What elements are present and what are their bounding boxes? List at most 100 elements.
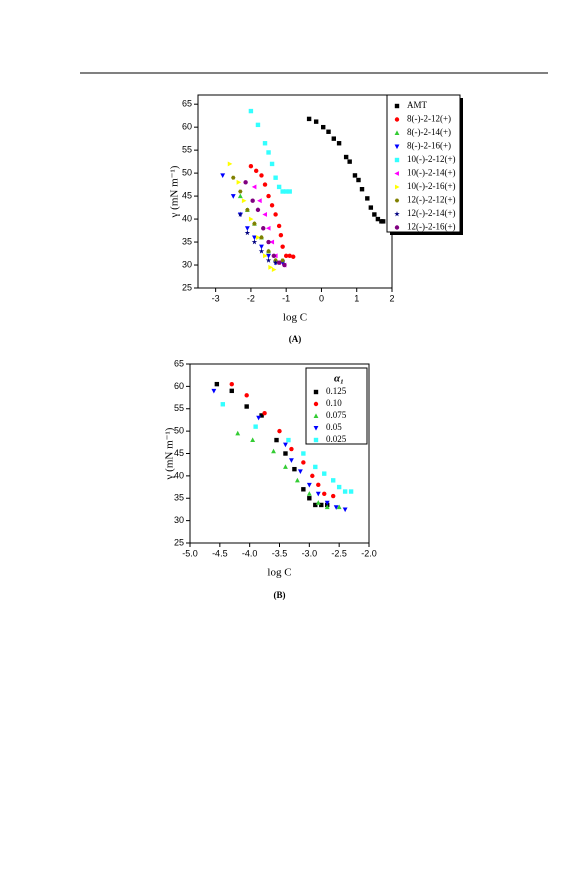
- legend-label: 0.10: [326, 398, 342, 408]
- data-point: [324, 500, 330, 506]
- data-point: [365, 196, 370, 201]
- data-point: [280, 189, 285, 194]
- data-point: [245, 207, 250, 212]
- data-point: [265, 225, 271, 231]
- data-point: [331, 493, 336, 499]
- data-point: [251, 184, 257, 190]
- data-point: [342, 507, 348, 513]
- data-point: [331, 136, 336, 141]
- data-point: [271, 267, 277, 273]
- y-tick-label: 35: [182, 236, 192, 246]
- y-tick-label: 45: [174, 448, 184, 458]
- legend-label: 10(-)-2-14(+): [407, 168, 456, 178]
- data-point: [250, 437, 256, 443]
- data-point: [294, 477, 300, 483]
- data-point: [277, 428, 282, 434]
- x-tick-label: -3.5: [272, 548, 288, 558]
- y-tick-label: 25: [174, 537, 184, 547]
- data-point: [271, 448, 276, 454]
- data-point: [283, 253, 289, 259]
- data-point: [230, 194, 236, 199]
- y-tick-label: 50: [174, 426, 184, 436]
- data-point: [236, 179, 242, 185]
- x-tick-label: -2.0: [361, 548, 377, 558]
- data-point: [315, 491, 321, 497]
- x-tick-label: 1: [354, 293, 359, 303]
- figure-caption: (B): [274, 590, 286, 600]
- data-point: [244, 226, 250, 231]
- data-point: [271, 253, 277, 259]
- legend-marker: [313, 413, 319, 418]
- legend-title: α₁: [334, 373, 344, 385]
- data-point: [368, 205, 374, 210]
- data-point: [375, 216, 381, 222]
- data-point: [307, 496, 312, 501]
- plot-frame: [197, 94, 393, 289]
- data-point: [310, 473, 315, 479]
- data-point: [220, 173, 226, 179]
- data-point: [336, 141, 342, 146]
- legend-marker: [394, 117, 400, 122]
- data-point: [331, 478, 336, 483]
- data-point: [266, 239, 271, 245]
- y-tick-label: 60: [174, 381, 184, 391]
- legend-marker: [313, 389, 319, 395]
- data-point: [255, 235, 261, 240]
- y-tick-label: 55: [174, 403, 184, 413]
- legend-marker: [394, 225, 400, 230]
- x-tick-label: -2: [247, 293, 255, 303]
- legend-box: [386, 94, 461, 233]
- data-point: [343, 154, 349, 160]
- data-point: [262, 182, 268, 187]
- x-tick-label: -1: [282, 293, 290, 303]
- y-tick-label: 65: [182, 99, 192, 109]
- data-point: [287, 189, 292, 194]
- data-point: [266, 150, 271, 155]
- data-point: [253, 424, 258, 429]
- x-tick-label: -2.5: [331, 548, 347, 558]
- data-point: [319, 502, 324, 508]
- data-point: [313, 119, 319, 124]
- y-tick-label: 40: [174, 470, 184, 480]
- data-point: [227, 161, 233, 167]
- legend-label: 0.025: [326, 434, 347, 444]
- data-point: [276, 184, 282, 190]
- data-point: [255, 122, 261, 128]
- x-tick-label: -3.0: [302, 548, 318, 558]
- data-point: [248, 108, 254, 114]
- figure-caption: (A): [289, 334, 302, 344]
- y-tick-label: 45: [182, 190, 192, 200]
- data-point: [266, 193, 271, 199]
- data-point: [266, 249, 271, 254]
- data-point: [359, 187, 365, 192]
- y-axis-label: γ (mN m⁻¹): [164, 427, 176, 480]
- legend-marker: [313, 401, 319, 407]
- data-point: [252, 235, 257, 241]
- data-point: [238, 189, 243, 194]
- legend-marker: [313, 426, 319, 431]
- x-tick-label: 2: [389, 293, 394, 303]
- data-point: [244, 229, 251, 236]
- x-tick-label: -4.0: [242, 548, 258, 558]
- data-point: [283, 464, 288, 469]
- data-point: [333, 505, 339, 510]
- legend-marker: [394, 130, 400, 135]
- data-point: [316, 482, 321, 488]
- legend-label: 10(-)-2-16(+): [407, 181, 456, 191]
- data-point: [229, 388, 234, 394]
- data-point: [306, 491, 312, 496]
- data-point: [235, 430, 241, 436]
- data-point: [372, 212, 377, 217]
- data-point: [321, 124, 326, 130]
- data-point: [286, 437, 291, 443]
- data-point: [291, 254, 296, 259]
- data-point: [278, 232, 284, 238]
- legend-marker: [394, 198, 400, 203]
- data-point: [289, 446, 294, 452]
- legend-marker: [394, 103, 400, 109]
- data-point: [237, 193, 243, 199]
- data-point: [273, 175, 278, 180]
- data-point: [315, 500, 321, 505]
